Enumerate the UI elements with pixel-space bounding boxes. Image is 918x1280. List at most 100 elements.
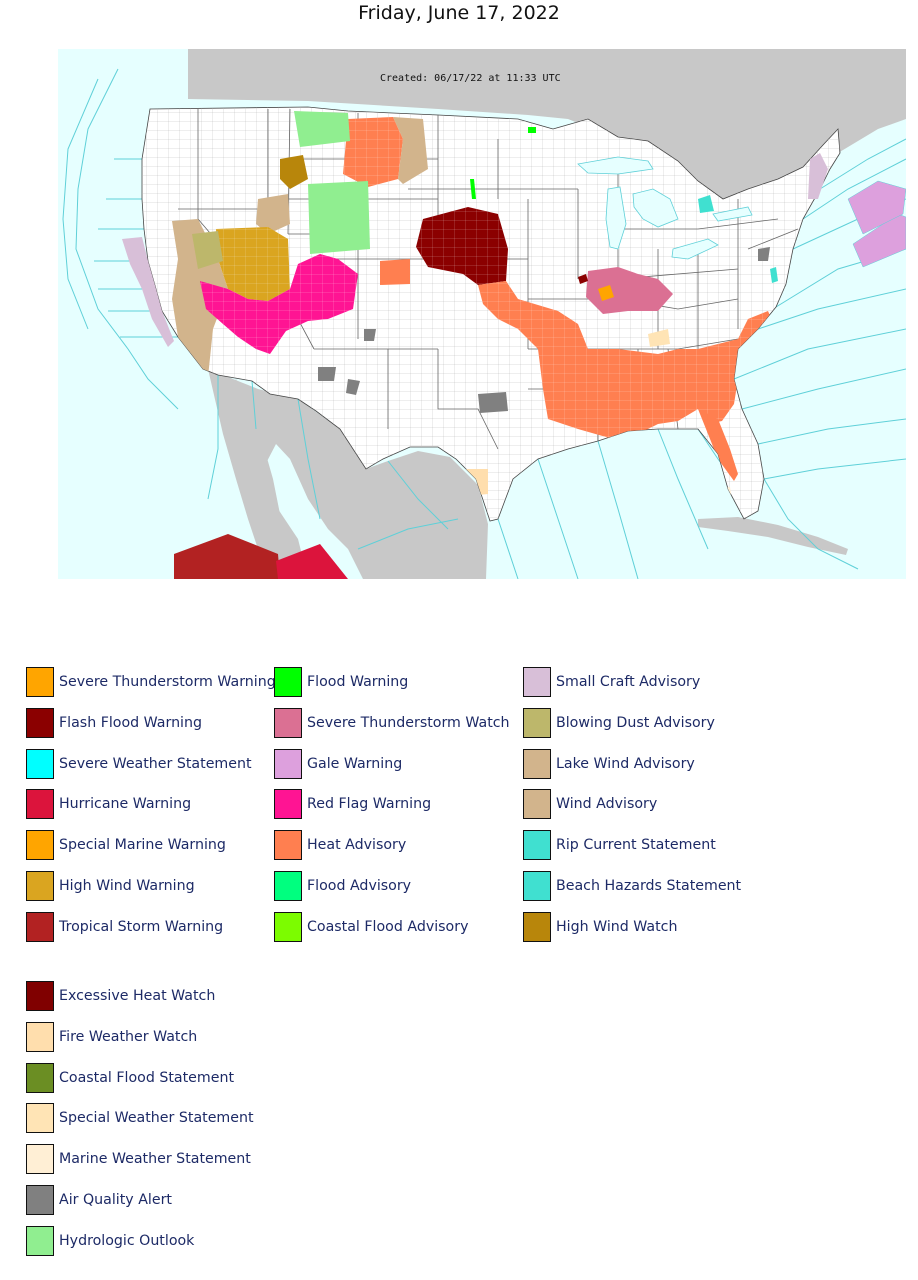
- gale-warning-offshore-2: [847, 180, 906, 235]
- legend-swatch: [274, 748, 302, 779]
- legend-label: Small Craft Advisory: [556, 674, 701, 690]
- legend-swatch: [523, 911, 551, 942]
- legend-item: High Wind Warning: [26, 870, 195, 902]
- legend-label: Special Weather Statement: [59, 1110, 254, 1127]
- legend-item: Severe Weather Statement: [26, 748, 252, 780]
- blowing-dust-advisory: [192, 231, 223, 269]
- legend-label: Rip Current Statement: [556, 837, 716, 854]
- legend-item: Severe Thunderstorm Watch: [274, 707, 510, 739]
- page-title: Friday, June 17, 2022: [358, 2, 560, 24]
- legend-item: Heat Advisory: [274, 829, 406, 861]
- flood-warning-mt: [528, 127, 536, 133]
- flash-flood-warning-spot: [578, 274, 588, 284]
- legend-item: Coastal Flood Advisory: [274, 911, 468, 943]
- legend-swatch: [523, 748, 551, 779]
- legend-swatch: [26, 981, 54, 1011]
- legend-label: Lake Wind Advisory: [556, 755, 695, 772]
- hurricane-warning-zone: [276, 544, 348, 579]
- heat-advisory-florida: [698, 409, 738, 481]
- legend-label: Flood Warning: [307, 674, 409, 690]
- legend-item: Lake Wind Advisory: [523, 748, 695, 780]
- weather-hazards-map: Created: 06/17/22 at 11:33 UTC: [58, 49, 906, 579]
- legend-swatch: [523, 707, 551, 738]
- canada-landmass: [188, 49, 906, 221]
- legend-label: Coastal Flood Statement: [59, 1069, 235, 1086]
- air-quality-alert-tx: [478, 392, 508, 413]
- legend-item: Gale Warning: [274, 748, 402, 780]
- legend-swatch: [26, 1144, 54, 1175]
- created-timestamp: Created: 06/17/22 at 11:33 UTC: [380, 73, 561, 84]
- legend-label: Flood Advisory: [307, 878, 412, 894]
- legend-swatch: [274, 789, 302, 820]
- cuba: [698, 517, 848, 555]
- legend-label: Marine Weather Statement: [59, 1151, 251, 1168]
- legend-swatch: [26, 1021, 54, 1052]
- legend-swatch: [26, 830, 54, 861]
- legend-item: Hurricane Warning: [26, 788, 191, 820]
- legend-label: Heat Advisory: [307, 837, 407, 854]
- legend-label: High Wind Watch: [556, 918, 678, 935]
- tropical-storm-warning-zone: [174, 534, 280, 579]
- heat-advisory-kansas: [380, 259, 410, 285]
- legend-item: Severe Thunderstorm Warning: [26, 666, 276, 698]
- legend-item: Red Flag Warning: [274, 788, 431, 820]
- legend-item: Small Craft Advisory: [523, 666, 700, 698]
- severe-thunderstorm-warning-spot: [598, 285, 614, 301]
- legend-label: Hurricane Warning: [59, 796, 192, 813]
- legend-swatch: [26, 1062, 54, 1093]
- legend-label: Flash Flood Warning: [59, 714, 202, 731]
- legend-swatch: [26, 1225, 54, 1256]
- legend-label: Gale Warning: [307, 755, 403, 772]
- legend-swatch: [274, 911, 302, 942]
- legend-item: Tropical Storm Warning: [26, 911, 223, 943]
- hydrologic-outlook-montana: [294, 111, 350, 147]
- legend-label: Coastal Flood Advisory: [307, 918, 469, 935]
- legend-item: Hydrologic Outlook: [26, 1225, 194, 1257]
- legend-item: Excessive Heat Watch: [26, 980, 215, 1012]
- special-weather-statement-tn: [648, 329, 670, 347]
- legend-swatch: [26, 911, 54, 942]
- legend-swatch: [26, 789, 54, 820]
- legend-swatch: [274, 667, 302, 697]
- great-lakes: [577, 156, 753, 260]
- flood-warning-nd: [470, 179, 476, 199]
- air-quality-alert-co: [364, 329, 376, 341]
- legend-label: Severe Weather Statement: [59, 755, 252, 772]
- legend-label: Severe Thunderstorm Warning: [59, 674, 276, 690]
- air-quality-alert-az: [318, 367, 336, 381]
- legend-swatch: [26, 1103, 54, 1134]
- legend-label: Severe Thunderstorm Watch: [307, 714, 510, 731]
- legend-item: High Wind Watch: [523, 911, 677, 943]
- legend-swatch: [26, 1185, 54, 1215]
- legend-label: Special Marine Warning: [59, 837, 226, 854]
- legend-item: Flood Warning: [274, 666, 408, 698]
- severe-thunderstorm-watch-area: [586, 267, 673, 314]
- legend-swatch: [274, 707, 302, 738]
- baja-peninsula: [228, 379, 280, 519]
- legend-label: Beach Hazards Statement: [556, 878, 742, 894]
- legend-swatch: [26, 667, 54, 697]
- legend-swatch: [523, 871, 551, 901]
- legend-label: Red Flag Warning: [307, 796, 432, 813]
- legend-label: Excessive Heat Watch: [59, 988, 216, 1004]
- hydrologic-outlook-wyoming: [308, 181, 370, 254]
- rip-current-statement-ne: [698, 195, 714, 213]
- legend-item: Beach Hazards Statement: [523, 870, 741, 902]
- legend-swatch: [26, 707, 54, 738]
- legend-swatch: [523, 667, 551, 697]
- legend-label: Tropical Storm Warning: [59, 918, 224, 935]
- legend-label: Fire Weather Watch: [59, 1028, 198, 1045]
- legend-item: Coastal Flood Statement: [26, 1062, 234, 1094]
- legend-item: Wind Advisory: [523, 788, 657, 820]
- legend-item: Rip Current Statement: [523, 829, 716, 861]
- legend-swatch: [26, 748, 54, 779]
- high-wind-watch-montana: [280, 155, 308, 189]
- legend-item: Special Marine Warning: [26, 829, 226, 861]
- legend-item: Special Weather Statement: [26, 1102, 254, 1134]
- air-quality-alert-ny: [758, 247, 770, 261]
- legend-item: Air Quality Alert: [26, 1184, 172, 1216]
- legend-swatch: [523, 789, 551, 820]
- legend-swatch: [274, 871, 302, 901]
- wind-advisory-montana-east: [393, 117, 428, 184]
- air-quality-alert-nm: [346, 379, 360, 395]
